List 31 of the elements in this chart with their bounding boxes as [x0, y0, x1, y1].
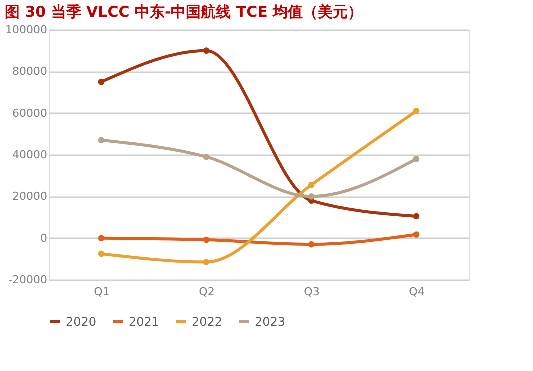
point: [98, 137, 105, 144]
point: [98, 235, 105, 242]
y-tick-label: 60000: [12, 106, 48, 120]
legend-label: 2021: [129, 314, 160, 329]
y-tick-label: 0: [40, 232, 48, 245]
y-tick-label: 100000: [6, 24, 48, 36]
point: [98, 78, 105, 86]
point: [203, 154, 210, 160]
legend-label: 2022: [192, 314, 223, 329]
point: [308, 182, 315, 188]
point: [308, 194, 315, 200]
chart-title: 图 30 当季 VLCC 中东-中国航线 TCE 均值（美元）: [5, 3, 364, 21]
point: [413, 213, 420, 220]
x-tick-label: Q1: [94, 286, 110, 298]
x-tick-label: Q3: [304, 286, 320, 298]
point: [98, 250, 105, 258]
y-tick-label: -20000: [8, 274, 48, 286]
y-tick-label: 40000: [12, 148, 48, 162]
point: [413, 108, 420, 114]
y-tick-label: 80000: [12, 65, 48, 78]
point: [203, 236, 210, 244]
point: [413, 232, 420, 238]
legend-label: 2023: [255, 314, 286, 329]
legend-label: 2020: [66, 314, 97, 329]
x-tick-label: Q2: [199, 286, 215, 298]
point: [308, 241, 315, 248]
y-tick-label: 20000: [12, 190, 48, 204]
point: [203, 259, 210, 266]
point: [203, 48, 210, 54]
point: [413, 156, 420, 162]
x-tick-label: Q4: [409, 286, 425, 298]
